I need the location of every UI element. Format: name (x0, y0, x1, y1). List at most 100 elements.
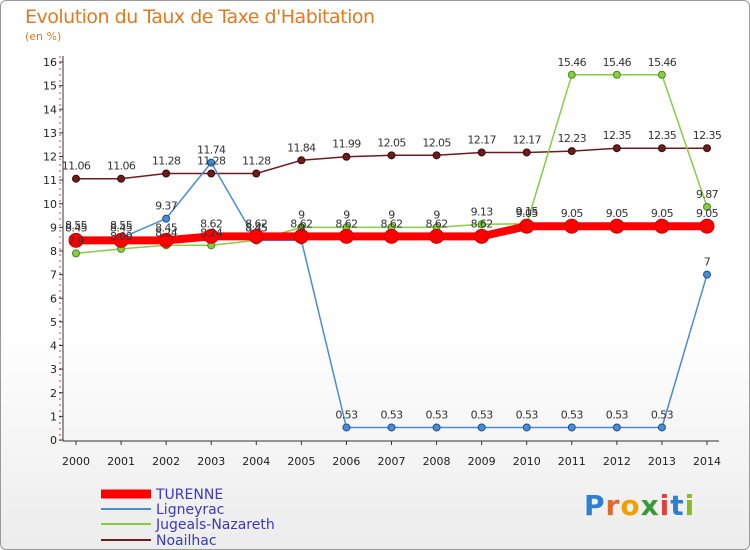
data-label-ligneyrac: 0.53 (426, 408, 449, 421)
y-tick-label: 15 (43, 80, 57, 93)
data-point-turenne (384, 228, 399, 244)
data-label-noailhac: 11.06 (62, 160, 91, 173)
data-point-noailhac (612, 144, 621, 153)
data-label-noailhac: 12.23 (558, 132, 587, 145)
data-label-turenne: 8.62 (426, 217, 448, 230)
data-point-ligneyrac (703, 270, 711, 279)
x-tick-label: 2012 (603, 455, 631, 468)
data-label-noailhac: 12.35 (693, 129, 722, 142)
y-tick-label: 4 (50, 340, 57, 353)
data-label-jugeals-nazareth: 15.46 (558, 56, 587, 69)
data-label-noailhac: 12.05 (377, 136, 406, 149)
data-label-noailhac: 12.35 (648, 129, 677, 142)
data-point-noailhac (432, 151, 441, 160)
data-point-turenne (248, 228, 264, 244)
data-point-noailhac (522, 148, 531, 157)
data-point-ligneyrac (612, 423, 621, 432)
data-label-jugeals-nazareth: 15.46 (603, 56, 632, 69)
y-tick-label: 11 (43, 174, 57, 187)
data-label-ligneyrac: 0.53 (471, 408, 494, 421)
logo-letter: P (584, 489, 606, 522)
data-label-turenne: 8.62 (335, 217, 357, 230)
data-point-noailhac (297, 156, 306, 165)
data-point-ligneyrac (342, 423, 351, 432)
legend-label-ligneyrac: Ligneyrac (156, 502, 224, 518)
data-label-turenne: 9.05 (606, 207, 629, 220)
data-label-turenne: 8.62 (471, 217, 493, 230)
y-tick-label: 13 (43, 127, 57, 140)
x-tick-label: 2010 (513, 455, 541, 468)
data-point-turenne (519, 218, 535, 234)
x-tick-label: 2005 (287, 455, 315, 468)
x-tick-label: 2011 (558, 455, 586, 468)
data-point-turenne (699, 218, 715, 234)
data-point-noailhac (477, 148, 486, 157)
data-label-jugeals-nazareth: 9 (343, 208, 350, 221)
data-label-noailhac: 12.05 (422, 136, 451, 149)
data-label-jugeals-nazareth: 9.87 (696, 188, 719, 201)
data-point-ligneyrac (162, 214, 171, 223)
data-point-jugeals-nazareth (703, 202, 711, 211)
data-label-ligneyrac: 0.53 (606, 408, 629, 421)
y-tick-label: 14 (43, 103, 57, 116)
data-label-jugeals-nazareth: 9.13 (471, 205, 494, 218)
x-tick-label: 2007 (378, 455, 406, 468)
data-point-jugeals-nazareth (567, 70, 576, 79)
data-label-ligneyrac: 8.55 (65, 219, 88, 232)
data-point-ligneyrac (477, 423, 486, 432)
data-point-noailhac (657, 144, 666, 153)
legend-label-noailhac: Noailhac (156, 533, 217, 549)
logo-letter: t (670, 489, 685, 522)
data-label-ligneyrac: 0.53 (380, 408, 403, 421)
y-tick-label: 10 (43, 198, 57, 211)
y-tick-label: 1 (50, 410, 57, 423)
proxiti-logo: Proxiti (584, 489, 695, 522)
x-tick-label: 2001 (107, 455, 135, 468)
data-label-noailhac: 12.17 (512, 133, 541, 146)
y-tick-label: 2 (50, 387, 57, 400)
data-point-turenne (293, 228, 309, 244)
data-label-noailhac: 11.28 (242, 155, 271, 168)
data-point-jugeals-nazareth (477, 220, 486, 229)
data-point-ligneyrac (657, 423, 666, 432)
data-point-turenne (68, 232, 84, 248)
chart-title: Evolution du Taux de Taxe d'Habitation (25, 6, 375, 28)
data-label-turenne: 9.05 (696, 207, 719, 220)
data-point-noailhac (703, 144, 711, 153)
data-point-turenne (203, 228, 219, 244)
data-point-ligneyrac (567, 423, 576, 432)
logo-letter: r (605, 489, 621, 522)
y-tick-label: 7 (50, 269, 57, 282)
data-point-turenne (564, 218, 580, 234)
data-label-turenne: 8.45 (110, 221, 133, 234)
x-tick-label: 2009 (468, 455, 496, 468)
data-label-ligneyrac: 0.53 (516, 408, 539, 421)
data-label-noailhac: 11.84 (287, 141, 316, 154)
y-tick-label: 5 (50, 316, 57, 329)
data-label-ligneyrac: 11.74 (197, 144, 226, 157)
data-point-ligneyrac (387, 423, 396, 432)
logo-letter: i (684, 489, 696, 522)
data-label-noailhac: 11.28 (197, 155, 226, 168)
data-point-jugeals-nazareth (612, 70, 621, 79)
y-tick-label: 0 (50, 434, 57, 447)
x-tick-label: 2000 (62, 455, 90, 468)
legend-label-turenne: TURENNE (155, 487, 223, 503)
data-label-ligneyrac: 0.53 (561, 408, 584, 421)
data-point-ligneyrac (522, 423, 531, 432)
data-point-turenne (158, 232, 174, 248)
data-label-turenne: 8.62 (200, 217, 222, 230)
y-tick-label: 9 (50, 221, 57, 234)
logo-letter: o (620, 489, 641, 522)
data-label-jugeals-nazareth: 8.24 (155, 226, 178, 239)
data-label-turenne: 8.62 (290, 217, 312, 230)
data-point-turenne (474, 228, 490, 244)
data-label-jugeals-nazareth: 9 (388, 208, 395, 221)
x-tick-label: 2008 (423, 455, 451, 468)
x-tick-label: 2003 (197, 455, 225, 468)
data-label-jugeals-nazareth: 9 (298, 208, 305, 221)
data-label-jugeals-nazareth: 7.9 (68, 234, 84, 247)
data-label-turenne: 9.05 (516, 207, 539, 220)
